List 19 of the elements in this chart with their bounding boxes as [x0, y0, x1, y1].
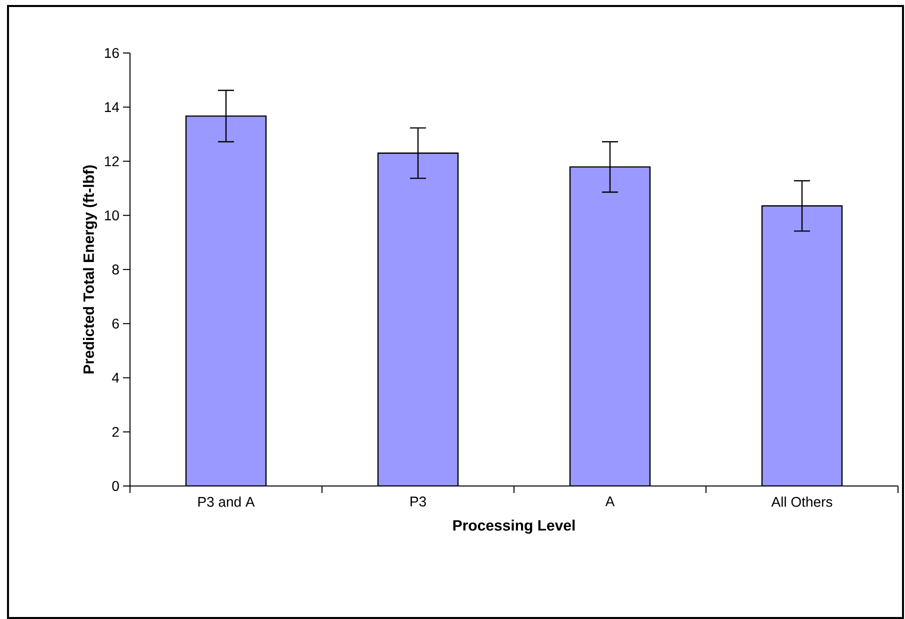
- y-tick-label: 0: [112, 481, 119, 491]
- y-tick-label: 6: [112, 318, 119, 329]
- x-tick-label: All Others: [771, 496, 832, 507]
- y-tick-label: 8: [112, 264, 119, 274]
- y-tick-label: 4: [112, 372, 120, 383]
- x-axis-title: Processing Level: [453, 520, 575, 534]
- y-tick-label: 14: [104, 102, 120, 112]
- y-axis-title: Predicted Total Energy (ft-lbf): [82, 165, 98, 374]
- x-tick-label: A: [605, 496, 615, 506]
- y-tick-label: 12: [104, 156, 119, 166]
- y-tick-label: 2: [112, 426, 119, 437]
- y-tick-label: 10: [104, 210, 119, 220]
- bar: [569, 166, 651, 486]
- x-tick-label: P3: [410, 496, 426, 506]
- bar: [377, 152, 459, 486]
- y-tick-label: 16: [104, 48, 119, 58]
- x-tick-label: P3 and A: [198, 496, 255, 507]
- bar: [185, 115, 267, 486]
- bar: [761, 205, 843, 486]
